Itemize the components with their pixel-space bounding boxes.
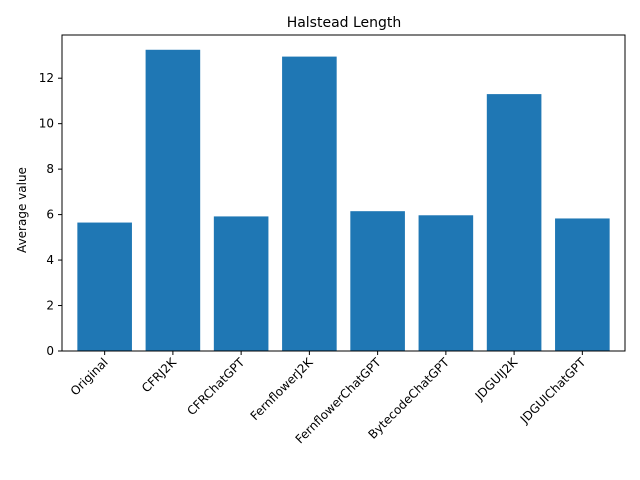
y-axis-label: Average value xyxy=(15,167,29,253)
y-tick-label: 12 xyxy=(39,71,54,85)
bar-cfrchatgpt xyxy=(213,216,269,351)
chart-title: Halstead Length xyxy=(287,15,402,31)
bar-original xyxy=(77,222,132,351)
y-tick-label: 0 xyxy=(46,344,54,358)
bar-jdguij2k xyxy=(486,94,542,351)
y-tick-label: 10 xyxy=(39,117,54,131)
y-tick-label: 8 xyxy=(46,162,54,176)
bar-cfrj2k xyxy=(145,49,201,351)
y-axis-ticks: 0 2 4 6 8 10 12 xyxy=(39,71,62,358)
y-tick-label: 6 xyxy=(46,208,54,222)
y-tick-label: 2 xyxy=(46,299,54,313)
plot-frame xyxy=(61,34,626,352)
bars-group xyxy=(77,49,610,352)
bar-fernflowerchatgpt xyxy=(350,211,405,351)
bar-fernflowerj2k xyxy=(282,56,337,352)
bar-bytecodechatgpt xyxy=(418,215,474,351)
bar-jdguichatgpt xyxy=(555,218,610,351)
y-tick-label: 4 xyxy=(46,253,54,267)
